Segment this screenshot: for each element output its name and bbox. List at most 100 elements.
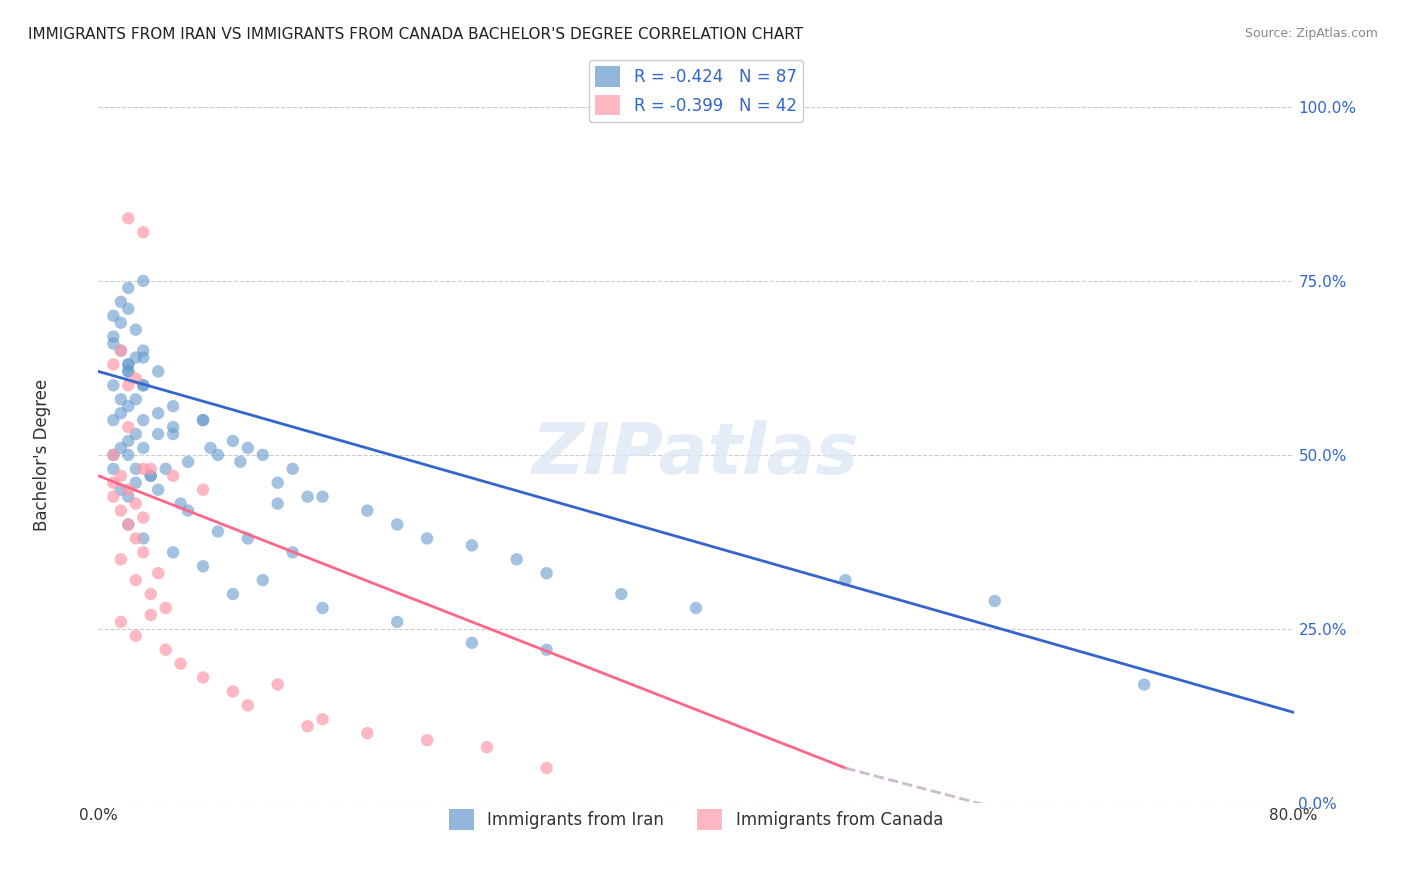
Point bbox=[110, 615, 132, 629]
Point bbox=[356, 503, 378, 517]
Point bbox=[169, 657, 191, 671]
Point bbox=[162, 427, 184, 442]
Point bbox=[125, 532, 148, 546]
Point bbox=[125, 427, 148, 442]
Point bbox=[1133, 677, 1156, 691]
Point bbox=[117, 517, 139, 532]
Point bbox=[191, 413, 214, 427]
Point bbox=[267, 497, 290, 511]
Point bbox=[103, 309, 125, 323]
Point bbox=[132, 510, 155, 524]
Point bbox=[125, 629, 148, 643]
Point bbox=[191, 483, 214, 497]
Point bbox=[610, 587, 633, 601]
Point bbox=[117, 358, 139, 372]
Point bbox=[685, 601, 707, 615]
Point bbox=[117, 517, 139, 532]
Point bbox=[110, 441, 132, 455]
Point bbox=[222, 684, 245, 698]
Point bbox=[139, 462, 162, 476]
Point bbox=[356, 726, 378, 740]
Point bbox=[132, 413, 155, 427]
Point bbox=[311, 601, 333, 615]
Point bbox=[207, 448, 229, 462]
Point bbox=[132, 351, 155, 365]
Point bbox=[125, 475, 148, 490]
Point bbox=[236, 441, 259, 455]
Point bbox=[110, 392, 132, 407]
Point bbox=[139, 587, 162, 601]
Point bbox=[125, 392, 148, 407]
Point bbox=[103, 378, 125, 392]
Point bbox=[132, 343, 155, 358]
Point bbox=[416, 733, 439, 747]
Point bbox=[117, 358, 139, 372]
Point bbox=[155, 642, 177, 657]
Point bbox=[139, 607, 162, 622]
Point bbox=[281, 462, 304, 476]
Point bbox=[252, 573, 274, 587]
Point bbox=[536, 761, 558, 775]
Point bbox=[252, 448, 274, 462]
Point bbox=[162, 545, 184, 559]
Point bbox=[281, 545, 304, 559]
Y-axis label: Bachelor's Degree: Bachelor's Degree bbox=[32, 379, 51, 531]
Point bbox=[236, 532, 259, 546]
Point bbox=[117, 434, 139, 448]
Point bbox=[162, 420, 184, 434]
Point bbox=[125, 351, 148, 365]
Point bbox=[267, 677, 290, 691]
Point bbox=[103, 490, 125, 504]
Point bbox=[117, 364, 139, 378]
Point bbox=[311, 712, 333, 726]
Point bbox=[475, 740, 498, 755]
Point bbox=[103, 358, 125, 372]
Point bbox=[103, 448, 125, 462]
Point bbox=[132, 274, 155, 288]
Point bbox=[416, 532, 439, 546]
Point bbox=[191, 671, 214, 685]
Point bbox=[110, 316, 132, 330]
Point bbox=[110, 468, 132, 483]
Point bbox=[103, 413, 125, 427]
Point bbox=[103, 475, 125, 490]
Point bbox=[125, 371, 148, 385]
Text: Source: ZipAtlas.com: Source: ZipAtlas.com bbox=[1244, 27, 1378, 40]
Point bbox=[461, 636, 484, 650]
Point bbox=[117, 420, 139, 434]
Point bbox=[117, 399, 139, 413]
Point bbox=[117, 281, 139, 295]
Point bbox=[267, 475, 290, 490]
Point bbox=[125, 573, 148, 587]
Point bbox=[110, 294, 132, 309]
Point bbox=[169, 497, 191, 511]
Point bbox=[155, 462, 177, 476]
Point bbox=[132, 462, 155, 476]
Point bbox=[132, 225, 155, 239]
Point bbox=[148, 566, 170, 581]
Point bbox=[191, 413, 214, 427]
Point bbox=[132, 441, 155, 455]
Point bbox=[117, 448, 139, 462]
Point bbox=[177, 503, 200, 517]
Point bbox=[110, 483, 132, 497]
Point bbox=[110, 343, 132, 358]
Point bbox=[536, 642, 558, 657]
Point bbox=[207, 524, 229, 539]
Point bbox=[110, 552, 132, 566]
Point bbox=[191, 559, 214, 574]
Point bbox=[222, 587, 245, 601]
Text: IMMIGRANTS FROM IRAN VS IMMIGRANTS FROM CANADA BACHELOR'S DEGREE CORRELATION CHA: IMMIGRANTS FROM IRAN VS IMMIGRANTS FROM … bbox=[28, 27, 803, 42]
Point bbox=[132, 378, 155, 392]
Point bbox=[148, 364, 170, 378]
Point bbox=[117, 490, 139, 504]
Point bbox=[984, 594, 1007, 608]
Point bbox=[200, 441, 222, 455]
Point bbox=[103, 336, 125, 351]
Point bbox=[311, 490, 333, 504]
Point bbox=[117, 364, 139, 378]
Point bbox=[132, 378, 155, 392]
Point bbox=[110, 503, 132, 517]
Point bbox=[148, 427, 170, 442]
Point bbox=[155, 601, 177, 615]
